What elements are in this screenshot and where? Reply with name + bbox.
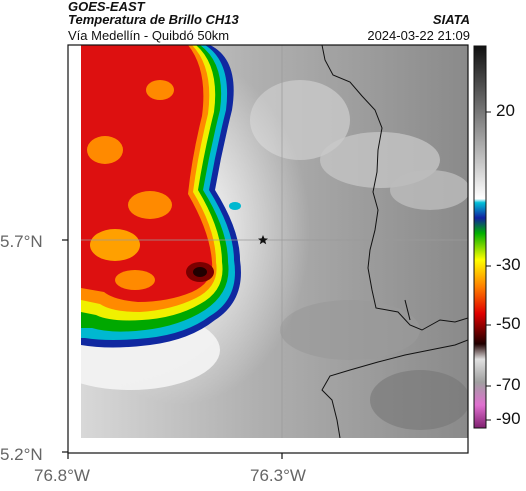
star-marker (258, 235, 268, 245)
lon-label-76-8: 76.8°W (34, 466, 90, 485)
colorbar-label: 20 (496, 101, 515, 120)
agency-name: SIATA (432, 12, 470, 27)
colorbar-label: -70 (496, 375, 521, 394)
colorbar-ticks (486, 111, 491, 421)
lat-label-5-7: 5.7°N (0, 232, 43, 251)
axis-ticks (62, 239, 283, 459)
product-title: Temperatura de Brillo CH13 (68, 12, 239, 27)
colorbar (473, 45, 487, 429)
route-subtitle: Vía Medellín - Quibdó 50km (68, 28, 230, 43)
map-frame (67, 44, 469, 454)
colorbar-label: -90 (496, 409, 521, 428)
satellite-image (81, 45, 468, 438)
timestamp: 2024-03-22 21:09 (367, 28, 470, 43)
colorbar-label: -50 (496, 314, 521, 333)
lat-label-5-2: 5.2°N (0, 445, 43, 464)
colorbar-label: -30 (496, 255, 521, 274)
satellite-name: GOES-EAST (68, 0, 145, 14)
lon-label-76-3: 76.3°W (250, 466, 306, 485)
